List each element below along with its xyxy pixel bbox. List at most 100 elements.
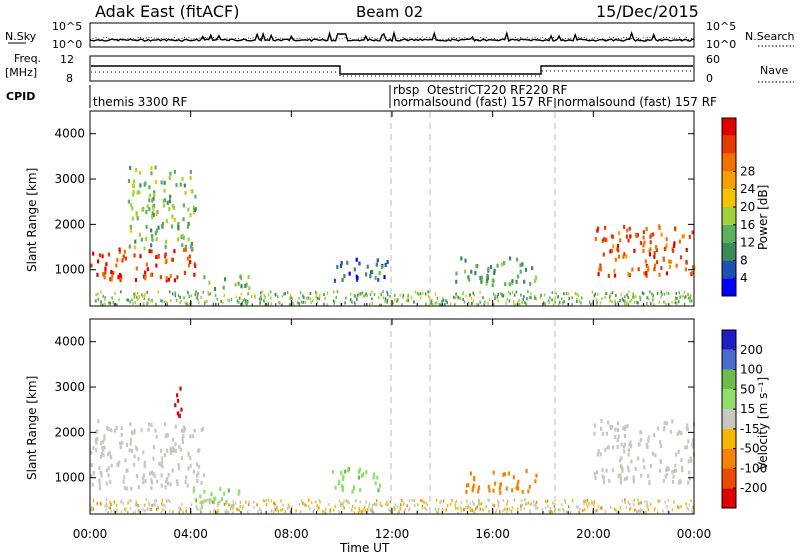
range-gate-cell [658, 272, 661, 277]
range-gate-cell [150, 272, 153, 277]
range-gate-cell [516, 274, 520, 279]
range-gate-cell [223, 491, 226, 496]
range-gate-cell [614, 302, 617, 306]
range-gate-cell [595, 302, 598, 306]
range-gate-cell [479, 300, 481, 304]
range-gate-cell [120, 432, 123, 437]
range-gate-cell [644, 500, 646, 504]
range-gate-cell [547, 299, 550, 303]
range-gate-cell [678, 430, 681, 435]
range-gate-cell [179, 295, 181, 299]
range-gate-cell [140, 237, 143, 242]
range-gate-cell [627, 465, 630, 470]
range-gate-cell [499, 292, 502, 296]
range-gate-cell [641, 291, 644, 295]
range-gate-cell [133, 295, 136, 299]
range-gate-cell [652, 298, 654, 302]
range-gate-cell [153, 192, 156, 197]
range-gate-cell [454, 296, 456, 300]
range-gate-cell [499, 483, 502, 488]
range-gate-cell [181, 234, 184, 239]
range-gate-cell [246, 300, 249, 304]
range-gate-cell [348, 271, 351, 276]
range-gate-cell [563, 498, 566, 502]
range-gate-cell [369, 508, 372, 512]
range-gate-cell [382, 290, 384, 294]
range-gate-cell [192, 205, 196, 210]
range-gate-cell [645, 270, 648, 275]
range-gate-cell [134, 510, 137, 514]
range-gate-cell [358, 507, 361, 511]
range-gate-cell [201, 426, 205, 431]
range-gate-cell [534, 279, 537, 284]
range-gate-cell [278, 301, 281, 305]
range-gate-cell [102, 303, 104, 307]
range-gate-cell [197, 298, 199, 302]
range-gate-cell [660, 295, 663, 299]
range-gate-cell [135, 473, 139, 478]
range-gate-cell [667, 499, 670, 503]
range-gate-cell [232, 503, 235, 508]
range-gate-cell [203, 489, 206, 494]
range-gate-cell [621, 468, 624, 473]
range-gate-cell [653, 433, 656, 438]
range-gate-cell [523, 507, 526, 511]
range-gate-cell [623, 442, 627, 447]
range-gate-cell [131, 448, 134, 453]
range-gate-cell [181, 502, 183, 506]
range-gate-cell [173, 217, 176, 222]
range-gate-cell [131, 206, 134, 211]
range-gate-cell [118, 298, 120, 302]
range-gate-cell [635, 234, 638, 239]
range-gate-cell [396, 297, 399, 301]
range-gate-cell [173, 169, 176, 174]
range-gate-cell [604, 509, 607, 513]
range-gate-cell [223, 277, 227, 282]
range-gate-cell [177, 225, 180, 230]
range-gate-cell [557, 508, 560, 512]
range-gate-cell [213, 286, 217, 291]
range-gate-cell [157, 225, 160, 230]
range-gate-cell [501, 294, 504, 298]
range-gate-cell [472, 291, 475, 295]
range-gate-cell [665, 237, 668, 242]
range-gate-cell [629, 234, 632, 239]
range-gate-cell [474, 270, 477, 275]
range-gate-cell [368, 504, 370, 508]
cpid-entry-0: themis 3300 RF [93, 95, 187, 109]
range-gate-cell [166, 433, 169, 438]
range-gate-cell [596, 300, 598, 304]
range-gate-cell [101, 254, 104, 259]
range-gate-cell [135, 500, 137, 504]
range-gate-cell [577, 505, 579, 509]
range-gate-cell [687, 296, 690, 300]
range-gate-cell [171, 468, 174, 473]
range-gate-cell [551, 510, 554, 514]
range-gate-cell [645, 273, 648, 278]
beam-title: Beam 02 [356, 3, 423, 21]
range-gate-cell [152, 445, 156, 450]
range-gate-cell [543, 293, 546, 297]
range-gate-cell [515, 485, 518, 490]
range-gate-cell [488, 297, 491, 301]
range-gate-cell [617, 434, 620, 439]
range-gate-cell [130, 499, 132, 503]
range-gate-cell [92, 507, 94, 511]
range-gate-cell [376, 258, 379, 263]
range-gate-cell [247, 503, 250, 507]
range-gate-cell [671, 300, 673, 304]
range-gate-cell [582, 499, 585, 503]
range-gate-cell [413, 300, 415, 304]
range-gate-cell [154, 180, 158, 185]
range-gate-cell [665, 302, 667, 306]
range-gate-cell [137, 504, 139, 508]
range-gate-cell [422, 291, 424, 295]
range-gate-cell [341, 484, 344, 489]
range-gate-cell [164, 245, 167, 250]
range-gate-cell [471, 488, 474, 493]
range-gate-cell [523, 295, 525, 299]
range-gate-cell [496, 295, 499, 299]
range-gate-cell [99, 303, 102, 307]
